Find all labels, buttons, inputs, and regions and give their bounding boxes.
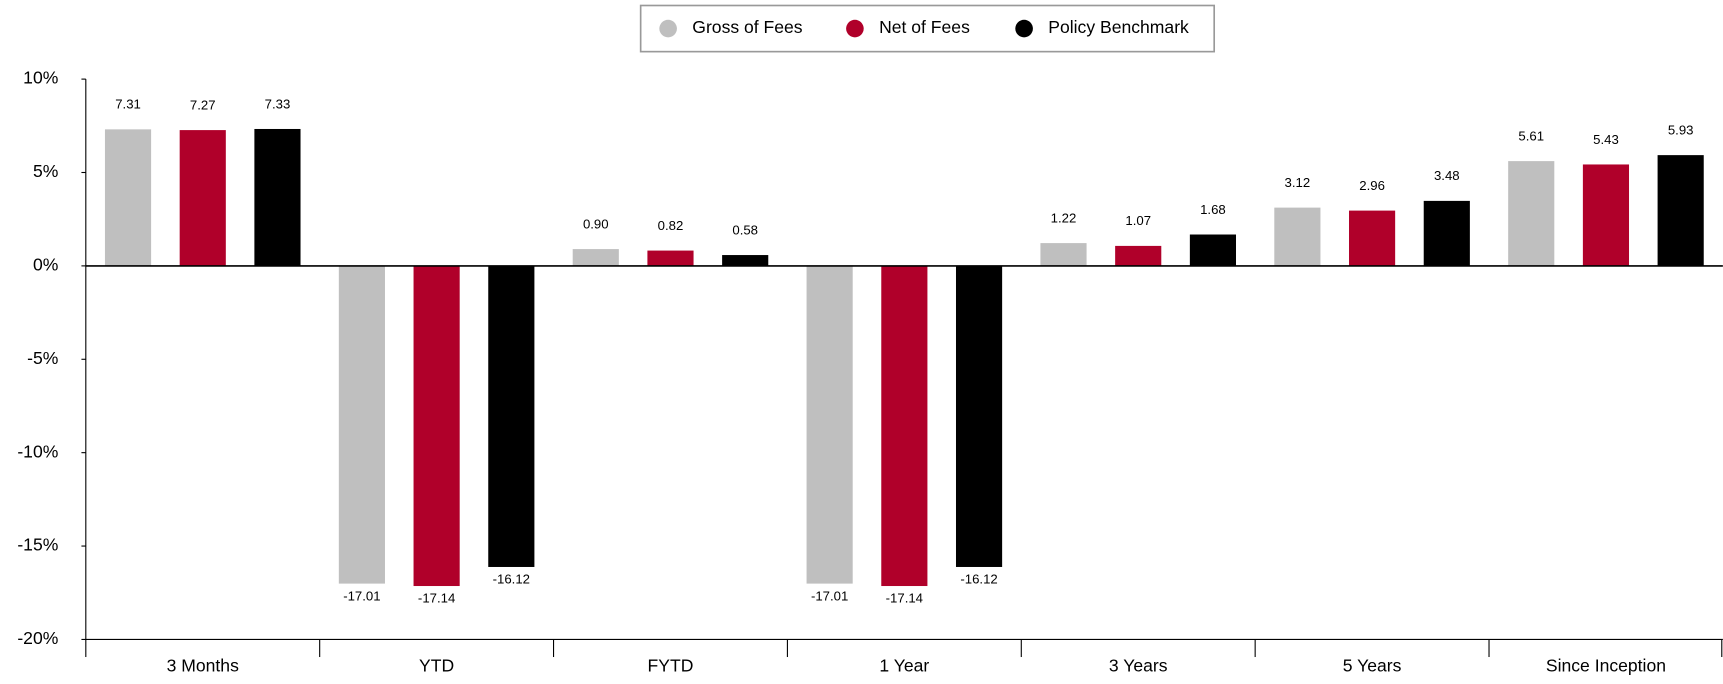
value-label: 2.96	[1359, 178, 1385, 193]
bar	[338, 265, 385, 584]
value-label: -17.14	[418, 591, 455, 606]
bar	[572, 249, 619, 266]
bar	[179, 130, 226, 266]
bar	[806, 265, 853, 584]
bar	[881, 265, 928, 587]
x-tick-label: Since Inception	[1546, 656, 1666, 676]
value-label: 1.07	[1125, 213, 1151, 228]
bar	[1657, 155, 1704, 266]
bar	[647, 250, 694, 266]
bar	[955, 265, 1003, 567]
y-tick-label: 0%	[33, 255, 58, 275]
value-label: 3.48	[1434, 168, 1460, 183]
legend-swatch	[1015, 19, 1033, 38]
value-label: 0.90	[583, 216, 609, 231]
value-label: 7.27	[190, 97, 216, 112]
y-tick-label: -15%	[17, 535, 58, 555]
bar	[1115, 245, 1162, 266]
y-tick-label: 5%	[33, 161, 58, 181]
value-label: 7.31	[115, 97, 141, 112]
legend-swatch	[659, 19, 677, 38]
value-label: 3.12	[1285, 175, 1311, 190]
legend-label: Gross of Fees	[692, 17, 803, 37]
value-label: 0.82	[658, 218, 684, 233]
value-label: -16.12	[493, 572, 530, 587]
legend-label: Policy Benchmark	[1048, 17, 1189, 37]
bar	[1423, 200, 1470, 266]
y-tick-label: -20%	[17, 628, 58, 648]
x-tick-label: YTD	[419, 656, 454, 676]
value-label: 5.93	[1668, 122, 1694, 137]
x-tick-label: 3 Months	[167, 656, 239, 676]
bar	[1274, 207, 1321, 266]
bar	[1040, 243, 1087, 266]
value-label: 5.61	[1518, 128, 1544, 143]
y-tick-label: -5%	[27, 348, 58, 368]
bar	[1582, 164, 1630, 266]
x-tick-label: 5 Years	[1343, 656, 1402, 676]
value-label: 0.58	[732, 222, 758, 237]
y-tick-label: 10%	[23, 68, 58, 88]
x-tick-label: 1 Year	[879, 656, 929, 676]
bar	[1189, 234, 1237, 266]
bar	[488, 265, 535, 567]
value-label: -17.01	[343, 588, 380, 603]
legend-label: Net of Fees	[879, 17, 970, 37]
value-label: -17.14	[886, 591, 923, 606]
bar	[1349, 210, 1396, 266]
value-label: 5.43	[1593, 132, 1619, 147]
x-tick-label: FYTD	[648, 656, 694, 676]
x-tick-label: 3 Years	[1109, 656, 1168, 676]
value-label: 1.68	[1200, 202, 1226, 217]
value-label: 7.33	[265, 96, 291, 111]
bar	[1508, 161, 1555, 266]
bar	[722, 255, 769, 266]
value-label: -16.12	[960, 572, 997, 587]
value-label: -17.01	[811, 588, 848, 603]
y-tick-label: -10%	[17, 441, 58, 461]
legend-swatch	[846, 19, 864, 38]
bar	[254, 128, 301, 266]
bar	[413, 265, 460, 587]
legend-box	[639, 4, 1216, 53]
value-label: 1.22	[1051, 210, 1077, 225]
bar	[104, 129, 152, 266]
